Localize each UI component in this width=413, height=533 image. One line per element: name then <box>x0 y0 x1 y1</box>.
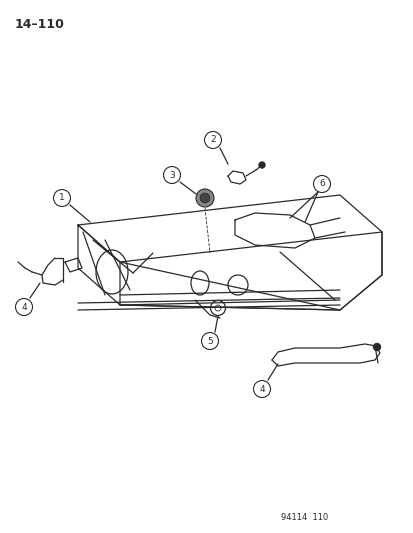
Circle shape <box>15 298 33 316</box>
Circle shape <box>373 343 380 351</box>
Circle shape <box>313 175 330 192</box>
Text: 4: 4 <box>21 303 27 311</box>
Text: 2: 2 <box>210 135 215 144</box>
Circle shape <box>163 166 180 183</box>
Text: 3: 3 <box>169 171 174 180</box>
Circle shape <box>199 193 209 203</box>
Text: 6: 6 <box>318 180 324 189</box>
Circle shape <box>53 190 70 206</box>
Text: 1: 1 <box>59 193 65 203</box>
Text: 5: 5 <box>206 336 212 345</box>
Text: 4: 4 <box>259 384 264 393</box>
Text: 94114  110: 94114 110 <box>281 513 328 522</box>
Circle shape <box>201 333 218 350</box>
Circle shape <box>253 381 270 398</box>
Circle shape <box>195 189 214 207</box>
Circle shape <box>259 162 264 168</box>
Text: 14–110: 14–110 <box>15 18 65 31</box>
Circle shape <box>204 132 221 149</box>
